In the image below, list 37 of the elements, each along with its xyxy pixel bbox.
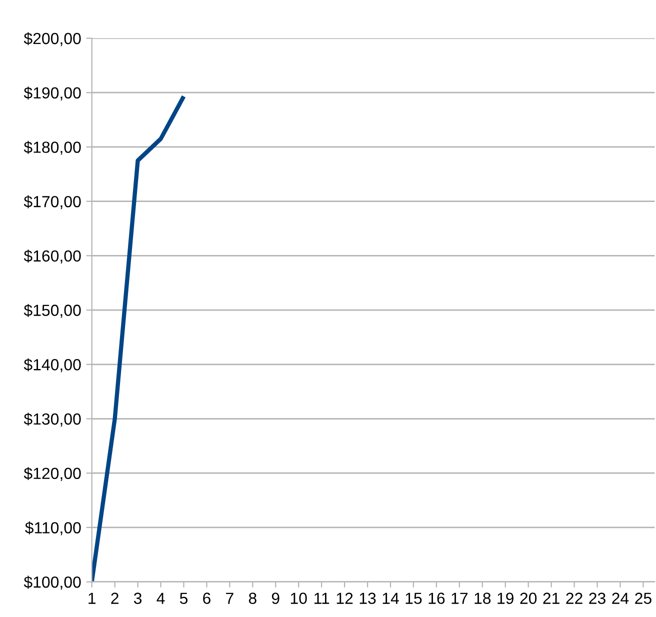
x-tick-label: 17 (452, 592, 468, 604)
y-tick-label: $170,00 (24, 195, 81, 210)
y-tick-label: $130,00 (24, 412, 81, 427)
y-tick-label: $200,00 (24, 32, 81, 46)
x-tick-label: 7 (226, 592, 234, 604)
x-tick-label: 9 (272, 592, 280, 604)
y-tick-label: $180,00 (24, 140, 81, 155)
x-tick-label: 23 (589, 592, 606, 604)
y-tick-label: $160,00 (24, 250, 81, 264)
x-tick-label: 8 (248, 592, 256, 604)
x-tick-label: 2 (111, 592, 118, 604)
x-tick-label: 10 (290, 592, 307, 604)
x-tick-label: 22 (566, 592, 582, 604)
x-tick-label: 12 (336, 592, 353, 604)
x-tick-label: 24 (612, 592, 629, 604)
y-tick-label: $120,00 (24, 467, 81, 481)
y-tick-label: $110,00 (25, 521, 81, 536)
x-tick-label: 5 (180, 592, 188, 604)
y-tick-label: $190,00 (24, 86, 81, 100)
x-tick-label: 25 (635, 592, 652, 604)
x-tick-label: 19 (498, 592, 514, 604)
x-tick-label: 16 (428, 592, 445, 604)
x-tick-label: 3 (134, 592, 142, 604)
x-tick-label: 15 (406, 592, 422, 604)
x-tick-label: 18 (474, 592, 491, 604)
x-tick-label: 20 (520, 592, 537, 604)
y-tick-label: $100,00 (24, 576, 81, 590)
x-tick-label: 6 (203, 592, 210, 604)
line-series (92, 94, 186, 582)
x-tick-label: 13 (360, 592, 376, 604)
x-tick-label: 21 (543, 592, 560, 604)
y-tick-label: $150,00 (24, 304, 81, 318)
y-tick-label: $140,00 (24, 358, 81, 372)
x-tick-label: 14 (382, 592, 399, 604)
x-tick-label: 4 (156, 592, 165, 604)
x-tick-label: 11 (314, 592, 330, 604)
x-tick-label: 1 (88, 592, 96, 604)
